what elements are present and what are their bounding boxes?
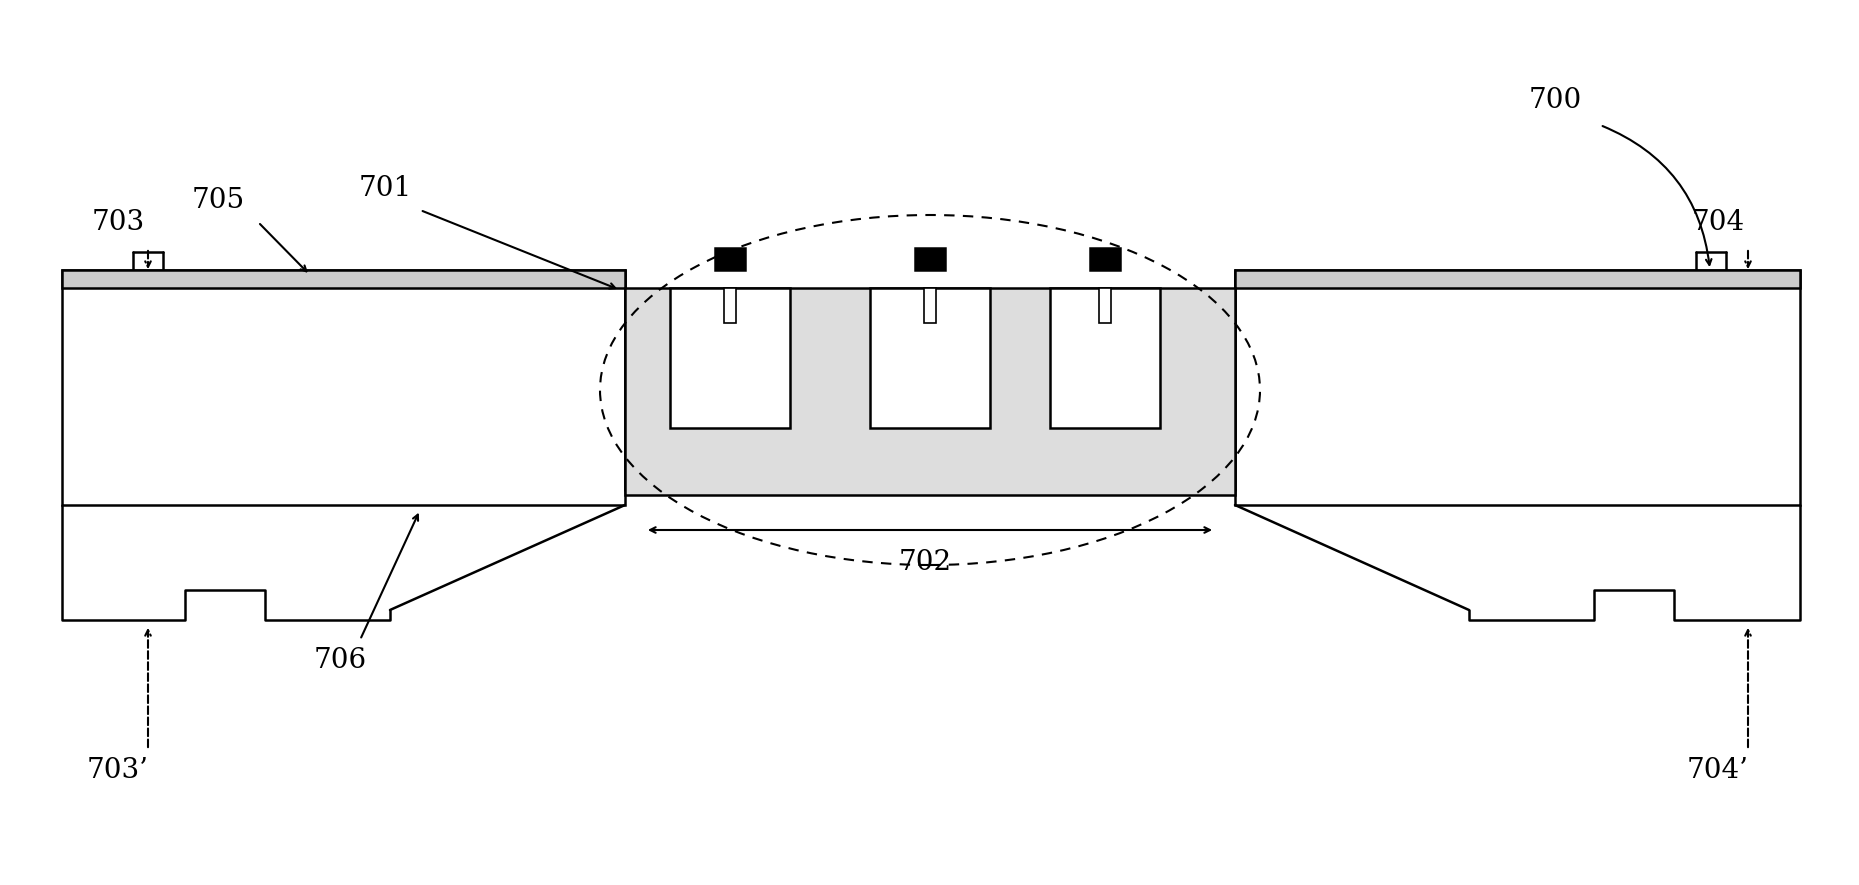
Polygon shape (870, 288, 991, 428)
Polygon shape (1234, 270, 1800, 288)
Text: 705: 705 (191, 187, 245, 213)
Text: 706: 706 (314, 647, 366, 673)
Text: 704’: 704’ (1686, 757, 1749, 783)
Text: 700: 700 (1528, 87, 1582, 113)
Polygon shape (1099, 288, 1112, 323)
Text: 701: 701 (359, 174, 411, 202)
Text: 703’: 703’ (87, 757, 149, 783)
Text: 702: 702 (898, 549, 952, 575)
Polygon shape (915, 248, 944, 270)
Polygon shape (924, 288, 935, 323)
Polygon shape (723, 288, 736, 323)
Polygon shape (716, 248, 745, 270)
Polygon shape (1234, 270, 1800, 505)
Polygon shape (1089, 248, 1119, 270)
Text: 704: 704 (1692, 209, 1744, 235)
Polygon shape (61, 270, 625, 288)
Text: 703: 703 (91, 209, 145, 235)
Polygon shape (1050, 288, 1160, 428)
Polygon shape (669, 288, 790, 428)
Polygon shape (61, 270, 625, 505)
Polygon shape (625, 288, 1234, 495)
